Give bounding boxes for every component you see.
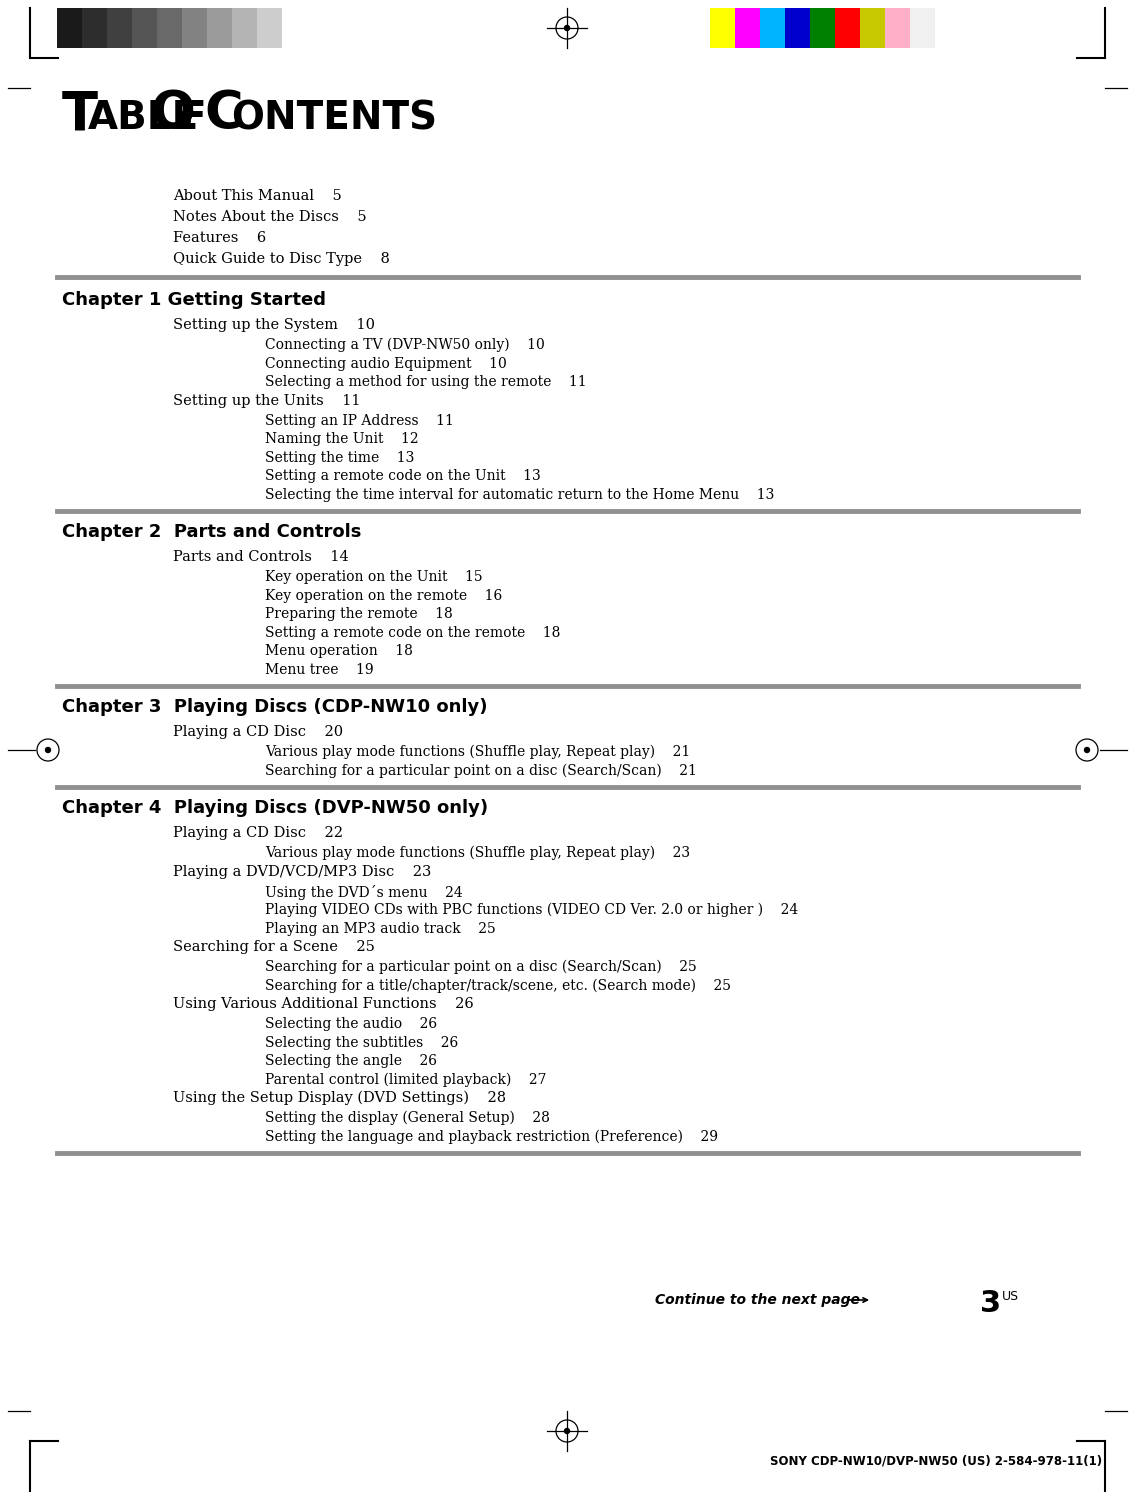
Text: About This Manual    5: About This Manual 5 <box>173 189 342 202</box>
Circle shape <box>1085 748 1090 752</box>
Text: Notes About the Discs    5: Notes About the Discs 5 <box>173 210 367 223</box>
Text: Setting the display (General Setup)    28: Setting the display (General Setup) 28 <box>264 1111 549 1126</box>
Text: Chapter 1 Getting Started: Chapter 1 Getting Started <box>62 291 326 309</box>
Text: Searching for a title/chapter/track/scene, etc. (Search mode)    25: Searching for a title/chapter/track/scen… <box>264 979 731 992</box>
Bar <box>835 7 860 48</box>
Text: Menu operation    18: Menu operation 18 <box>264 645 413 658</box>
Text: Features    6: Features 6 <box>173 231 267 244</box>
Text: Selecting the audio    26: Selecting the audio 26 <box>264 1016 437 1031</box>
Text: Various play mode functions (Shuffle play, Repeat play)    23: Various play mode functions (Shuffle pla… <box>264 845 690 860</box>
Text: Playing a CD Disc    22: Playing a CD Disc 22 <box>173 826 343 839</box>
Text: Using Various Additional Functions    26: Using Various Additional Functions 26 <box>173 997 473 1010</box>
Bar <box>57 7 82 48</box>
Text: Setting an IP Address    11: Setting an IP Address 11 <box>264 414 454 427</box>
Text: F: F <box>179 99 205 136</box>
Bar <box>182 7 207 48</box>
Text: Selecting a method for using the remote    11: Selecting a method for using the remote … <box>264 375 587 390</box>
Text: Connecting audio Equipment    10: Connecting audio Equipment 10 <box>264 357 506 370</box>
Text: Using the Setup Display (DVD Settings)    28: Using the Setup Display (DVD Settings) 2… <box>173 1091 506 1105</box>
Bar <box>232 7 257 48</box>
Bar <box>207 7 232 48</box>
Text: Playing VIDEO CDs with PBC functions (VIDEO CD Ver. 2.0 or higher )    24: Playing VIDEO CDs with PBC functions (VI… <box>264 902 798 917</box>
Circle shape <box>564 25 570 30</box>
Text: Selecting the time interval for automatic return to the Home Menu    13: Selecting the time interval for automati… <box>264 487 774 502</box>
Bar <box>157 7 182 48</box>
Text: Naming the Unit    12: Naming the Unit 12 <box>264 432 419 447</box>
Text: Setting a remote code on the Unit    13: Setting a remote code on the Unit 13 <box>264 469 540 483</box>
Text: Continue to the next page: Continue to the next page <box>655 1294 860 1307</box>
Circle shape <box>564 1429 570 1433</box>
Text: Chapter 3  Playing Discs (CDP-NW10 only): Chapter 3 Playing Discs (CDP-NW10 only) <box>62 699 488 717</box>
Text: O: O <box>150 88 195 139</box>
Text: Key operation on the remote    16: Key operation on the remote 16 <box>264 589 503 603</box>
Text: Searching for a particular point on a disc (Search/Scan)    21: Searching for a particular point on a di… <box>264 763 697 778</box>
Text: 3: 3 <box>980 1289 1001 1318</box>
Text: Playing a CD Disc    20: Playing a CD Disc 20 <box>173 726 343 739</box>
Text: Playing an MP3 audio track    25: Playing an MP3 audio track 25 <box>264 922 496 935</box>
Text: Chapter 4  Playing Discs (DVP-NW50 only): Chapter 4 Playing Discs (DVP-NW50 only) <box>62 799 488 817</box>
Text: Selecting the angle    26: Selecting the angle 26 <box>264 1054 437 1067</box>
Bar <box>82 7 107 48</box>
Text: US: US <box>1002 1289 1019 1303</box>
Bar <box>785 7 810 48</box>
Text: Connecting a TV (DVP-NW50 only)    10: Connecting a TV (DVP-NW50 only) 10 <box>264 337 545 352</box>
Circle shape <box>45 748 50 752</box>
Text: Parts and Controls    14: Parts and Controls 14 <box>173 550 348 564</box>
Text: Setting the language and playback restriction (Preference)    29: Setting the language and playback restri… <box>264 1130 718 1144</box>
Text: Searching for a Scene    25: Searching for a Scene 25 <box>173 940 375 953</box>
Text: ONTENTS: ONTENTS <box>232 99 437 136</box>
Text: Playing a DVD/VCD/MP3 Disc    23: Playing a DVD/VCD/MP3 Disc 23 <box>173 865 431 878</box>
Bar <box>132 7 157 48</box>
Text: Key operation on the Unit    15: Key operation on the Unit 15 <box>264 570 482 585</box>
Bar <box>910 7 935 48</box>
Text: Selecting the subtitles    26: Selecting the subtitles 26 <box>264 1036 459 1049</box>
Text: Chapter 2  Parts and Controls: Chapter 2 Parts and Controls <box>62 523 361 541</box>
Bar <box>257 7 281 48</box>
Bar <box>281 7 306 48</box>
Text: Menu tree    19: Menu tree 19 <box>264 663 373 676</box>
Bar <box>860 7 885 48</box>
Bar <box>711 7 735 48</box>
Bar <box>760 7 785 48</box>
Text: Setting the time    13: Setting the time 13 <box>264 451 414 465</box>
Text: Quick Guide to Disc Type    8: Quick Guide to Disc Type 8 <box>173 252 390 265</box>
Text: Various play mode functions (Shuffle play, Repeat play)    21: Various play mode functions (Shuffle pla… <box>264 745 690 760</box>
Text: Searching for a particular point on a disc (Search/Scan)    25: Searching for a particular point on a di… <box>264 959 697 974</box>
Text: Preparing the remote    18: Preparing the remote 18 <box>264 607 453 621</box>
Text: SONY CDP-NW10/DVP-NW50 (US) 2-584-978-11(1): SONY CDP-NW10/DVP-NW50 (US) 2-584-978-11… <box>770 1454 1102 1468</box>
Bar <box>885 7 910 48</box>
Text: Setting a remote code on the remote    18: Setting a remote code on the remote 18 <box>264 625 561 640</box>
Text: Setting up the System    10: Setting up the System 10 <box>173 318 375 331</box>
Bar <box>810 7 835 48</box>
Text: T: T <box>62 88 98 139</box>
Bar <box>107 7 132 48</box>
Text: ABLE: ABLE <box>89 99 200 136</box>
Text: Using the DVD´s menu    24: Using the DVD´s menu 24 <box>264 884 463 899</box>
Text: Setting up the Units    11: Setting up the Units 11 <box>173 394 361 408</box>
Text: C: C <box>204 88 243 139</box>
Text: Parental control (limited playback)    27: Parental control (limited playback) 27 <box>264 1072 546 1087</box>
Bar <box>735 7 760 48</box>
